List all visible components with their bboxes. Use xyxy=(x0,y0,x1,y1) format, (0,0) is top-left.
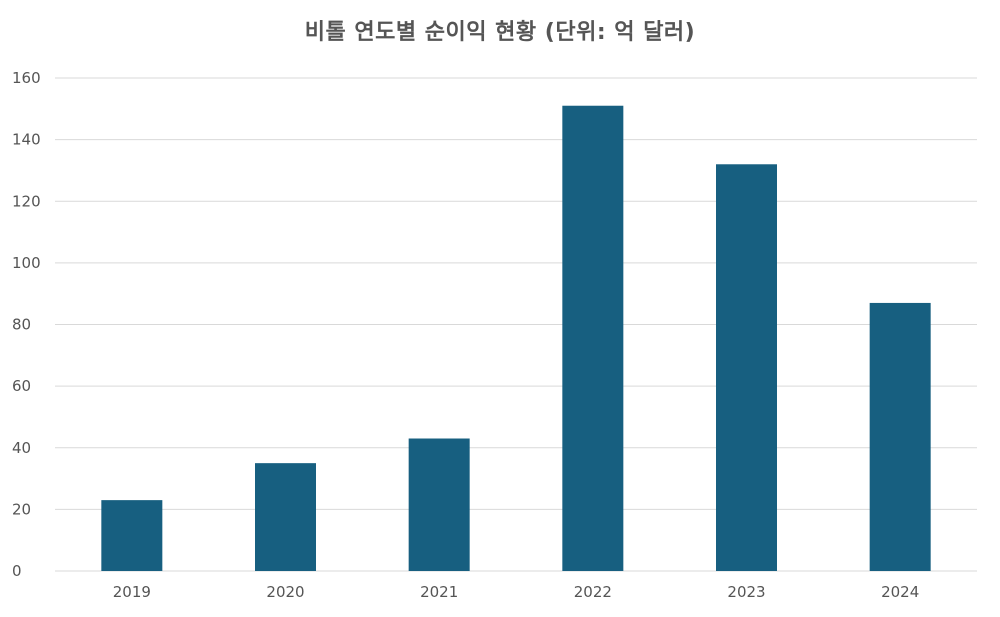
y-axis-ticks: 0 20 40 60 80 100 120 140 160 xyxy=(12,69,41,580)
bar-2024 xyxy=(869,302,931,571)
bar-2023 xyxy=(716,164,777,571)
bar-2019 xyxy=(101,500,163,571)
y-tick-label: 140 xyxy=(12,131,41,149)
bars xyxy=(101,105,931,571)
y-tick-label: 80 xyxy=(12,316,31,334)
chart-title: 비톨 연도별 순이익 현황 (단위: 억 달러) xyxy=(304,20,696,45)
grid-lines xyxy=(55,77,977,572)
x-tick-label: 2023 xyxy=(727,583,765,601)
bar-2021 xyxy=(408,438,470,571)
y-tick-label: 120 xyxy=(12,192,41,210)
y-tick-label: 20 xyxy=(12,500,31,518)
y-tick-label: 60 xyxy=(12,377,31,395)
x-tick-label: 2021 xyxy=(420,583,458,601)
y-tick-label: 160 xyxy=(12,69,41,87)
y-tick-label: 40 xyxy=(12,439,31,457)
y-tick-label: 0 xyxy=(12,562,22,580)
x-tick-label: 2020 xyxy=(266,583,304,601)
bar-2020 xyxy=(255,463,316,571)
x-tick-label: 2022 xyxy=(574,583,612,601)
y-tick-label: 100 xyxy=(12,254,41,272)
x-tick-label: 2019 xyxy=(113,583,151,601)
x-tick-label: 2024 xyxy=(881,583,919,601)
bar-2022 xyxy=(562,105,624,571)
x-axis-ticks: 2019 2020 2021 2022 2023 2024 xyxy=(113,583,920,601)
